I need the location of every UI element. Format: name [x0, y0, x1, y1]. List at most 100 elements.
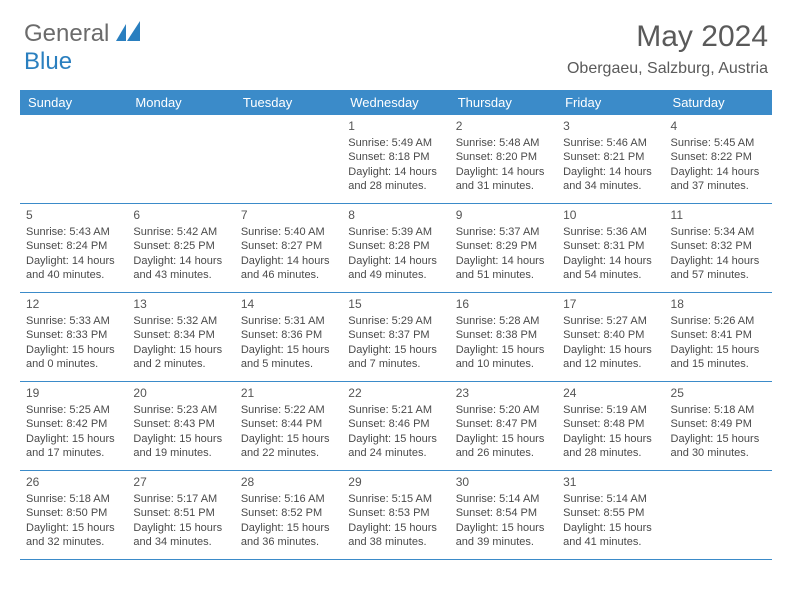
weekday-header: Thursday	[450, 91, 557, 115]
calendar-day-cell: 23Sunrise: 5:20 AMSunset: 8:47 PMDayligh…	[450, 382, 557, 470]
sunset-text: Sunset: 8:28 PM	[348, 239, 443, 253]
daylight1-text: Daylight: 15 hours	[26, 343, 121, 357]
daylight1-text: Daylight: 15 hours	[241, 343, 336, 357]
sunrise-text: Sunrise: 5:26 AM	[671, 314, 766, 328]
sunrise-text: Sunrise: 5:23 AM	[133, 403, 228, 417]
day-number: 30	[456, 475, 551, 490]
day-number: 15	[348, 297, 443, 312]
brand-text: General Blue	[24, 20, 142, 76]
sunrise-text: Sunrise: 5:21 AM	[348, 403, 443, 417]
daylight2-text: and 39 minutes.	[456, 535, 551, 549]
sunrise-text: Sunrise: 5:34 AM	[671, 225, 766, 239]
sunset-text: Sunset: 8:24 PM	[26, 239, 121, 253]
calendar-day-cell	[235, 115, 342, 203]
sunrise-text: Sunrise: 5:33 AM	[26, 314, 121, 328]
calendar-day-cell: 10Sunrise: 5:36 AMSunset: 8:31 PMDayligh…	[557, 204, 664, 292]
daylight2-text: and 34 minutes.	[563, 179, 658, 193]
day-number: 25	[671, 386, 766, 401]
daylight2-text: and 7 minutes.	[348, 357, 443, 371]
sunrise-text: Sunrise: 5:18 AM	[671, 403, 766, 417]
daylight1-text: Daylight: 15 hours	[348, 521, 443, 535]
day-number: 8	[348, 208, 443, 223]
sunrise-text: Sunrise: 5:14 AM	[563, 492, 658, 506]
sunrise-text: Sunrise: 5:16 AM	[241, 492, 336, 506]
sunset-text: Sunset: 8:54 PM	[456, 506, 551, 520]
day-number: 10	[563, 208, 658, 223]
calendar-week-row: 12Sunrise: 5:33 AMSunset: 8:33 PMDayligh…	[20, 293, 772, 382]
day-number: 6	[133, 208, 228, 223]
daylight1-text: Daylight: 14 hours	[563, 254, 658, 268]
sunrise-text: Sunrise: 5:14 AM	[456, 492, 551, 506]
sunset-text: Sunset: 8:36 PM	[241, 328, 336, 342]
daylight2-text: and 19 minutes.	[133, 446, 228, 460]
sunrise-text: Sunrise: 5:37 AM	[456, 225, 551, 239]
daylight1-text: Daylight: 15 hours	[671, 343, 766, 357]
calendar-day-cell: 30Sunrise: 5:14 AMSunset: 8:54 PMDayligh…	[450, 471, 557, 559]
sunrise-text: Sunrise: 5:42 AM	[133, 225, 228, 239]
daylight2-text: and 31 minutes.	[456, 179, 551, 193]
daylight2-text: and 24 minutes.	[348, 446, 443, 460]
daylight1-text: Daylight: 15 hours	[563, 343, 658, 357]
daylight2-text: and 28 minutes.	[563, 446, 658, 460]
sunset-text: Sunset: 8:42 PM	[26, 417, 121, 431]
brand-logo: General Blue	[24, 20, 142, 76]
daylight2-text: and 5 minutes.	[241, 357, 336, 371]
sunrise-text: Sunrise: 5:25 AM	[26, 403, 121, 417]
sunset-text: Sunset: 8:41 PM	[671, 328, 766, 342]
daylight2-text: and 15 minutes.	[671, 357, 766, 371]
weekday-header: Saturday	[665, 91, 772, 115]
calendar-day-cell: 11Sunrise: 5:34 AMSunset: 8:32 PMDayligh…	[665, 204, 772, 292]
day-number: 21	[241, 386, 336, 401]
daylight1-text: Daylight: 15 hours	[133, 521, 228, 535]
day-number: 5	[26, 208, 121, 223]
daylight1-text: Daylight: 15 hours	[348, 432, 443, 446]
title-block: May 2024 Obergaeu, Salzburg, Austria	[567, 20, 768, 78]
daylight1-text: Daylight: 14 hours	[348, 165, 443, 179]
daylight1-text: Daylight: 15 hours	[241, 432, 336, 446]
calendar-day-cell	[127, 115, 234, 203]
sunset-text: Sunset: 8:50 PM	[26, 506, 121, 520]
calendar-day-cell	[665, 471, 772, 559]
weekday-header: Wednesday	[342, 91, 449, 115]
daylight1-text: Daylight: 14 hours	[26, 254, 121, 268]
calendar-day-cell: 7Sunrise: 5:40 AMSunset: 8:27 PMDaylight…	[235, 204, 342, 292]
daylight1-text: Daylight: 15 hours	[26, 432, 121, 446]
daylight2-text: and 43 minutes.	[133, 268, 228, 282]
daylight1-text: Daylight: 15 hours	[348, 343, 443, 357]
calendar-day-cell: 8Sunrise: 5:39 AMSunset: 8:28 PMDaylight…	[342, 204, 449, 292]
daylight1-text: Daylight: 15 hours	[563, 521, 658, 535]
calendar-day-cell: 6Sunrise: 5:42 AMSunset: 8:25 PMDaylight…	[127, 204, 234, 292]
brand-general: General	[24, 20, 109, 47]
sunset-text: Sunset: 8:21 PM	[563, 150, 658, 164]
daylight1-text: Daylight: 15 hours	[456, 343, 551, 357]
sunset-text: Sunset: 8:32 PM	[671, 239, 766, 253]
sunset-text: Sunset: 8:44 PM	[241, 417, 336, 431]
daylight1-text: Daylight: 14 hours	[348, 254, 443, 268]
daylight1-text: Daylight: 15 hours	[456, 432, 551, 446]
sunrise-text: Sunrise: 5:40 AM	[241, 225, 336, 239]
calendar-day-cell: 2Sunrise: 5:48 AMSunset: 8:20 PMDaylight…	[450, 115, 557, 203]
weeks-container: 1Sunrise: 5:49 AMSunset: 8:18 PMDaylight…	[20, 115, 772, 560]
daylight2-text: and 0 minutes.	[26, 357, 121, 371]
sunrise-text: Sunrise: 5:46 AM	[563, 136, 658, 150]
daylight1-text: Daylight: 14 hours	[671, 165, 766, 179]
daylight2-text: and 28 minutes.	[348, 179, 443, 193]
sunrise-text: Sunrise: 5:29 AM	[348, 314, 443, 328]
sunrise-text: Sunrise: 5:19 AM	[563, 403, 658, 417]
sunrise-text: Sunrise: 5:20 AM	[456, 403, 551, 417]
day-number: 27	[133, 475, 228, 490]
sunset-text: Sunset: 8:18 PM	[348, 150, 443, 164]
calendar-day-cell: 3Sunrise: 5:46 AMSunset: 8:21 PMDaylight…	[557, 115, 664, 203]
weekday-header: Friday	[557, 91, 664, 115]
calendar-day-cell: 13Sunrise: 5:32 AMSunset: 8:34 PMDayligh…	[127, 293, 234, 381]
sunrise-text: Sunrise: 5:18 AM	[26, 492, 121, 506]
daylight1-text: Daylight: 15 hours	[26, 521, 121, 535]
daylight2-text: and 26 minutes.	[456, 446, 551, 460]
sunrise-text: Sunrise: 5:22 AM	[241, 403, 336, 417]
sunrise-text: Sunrise: 5:36 AM	[563, 225, 658, 239]
brand-triangle-icon	[116, 21, 142, 41]
calendar-week-row: 5Sunrise: 5:43 AMSunset: 8:24 PMDaylight…	[20, 204, 772, 293]
sunset-text: Sunset: 8:53 PM	[348, 506, 443, 520]
daylight2-text: and 2 minutes.	[133, 357, 228, 371]
day-number: 20	[133, 386, 228, 401]
